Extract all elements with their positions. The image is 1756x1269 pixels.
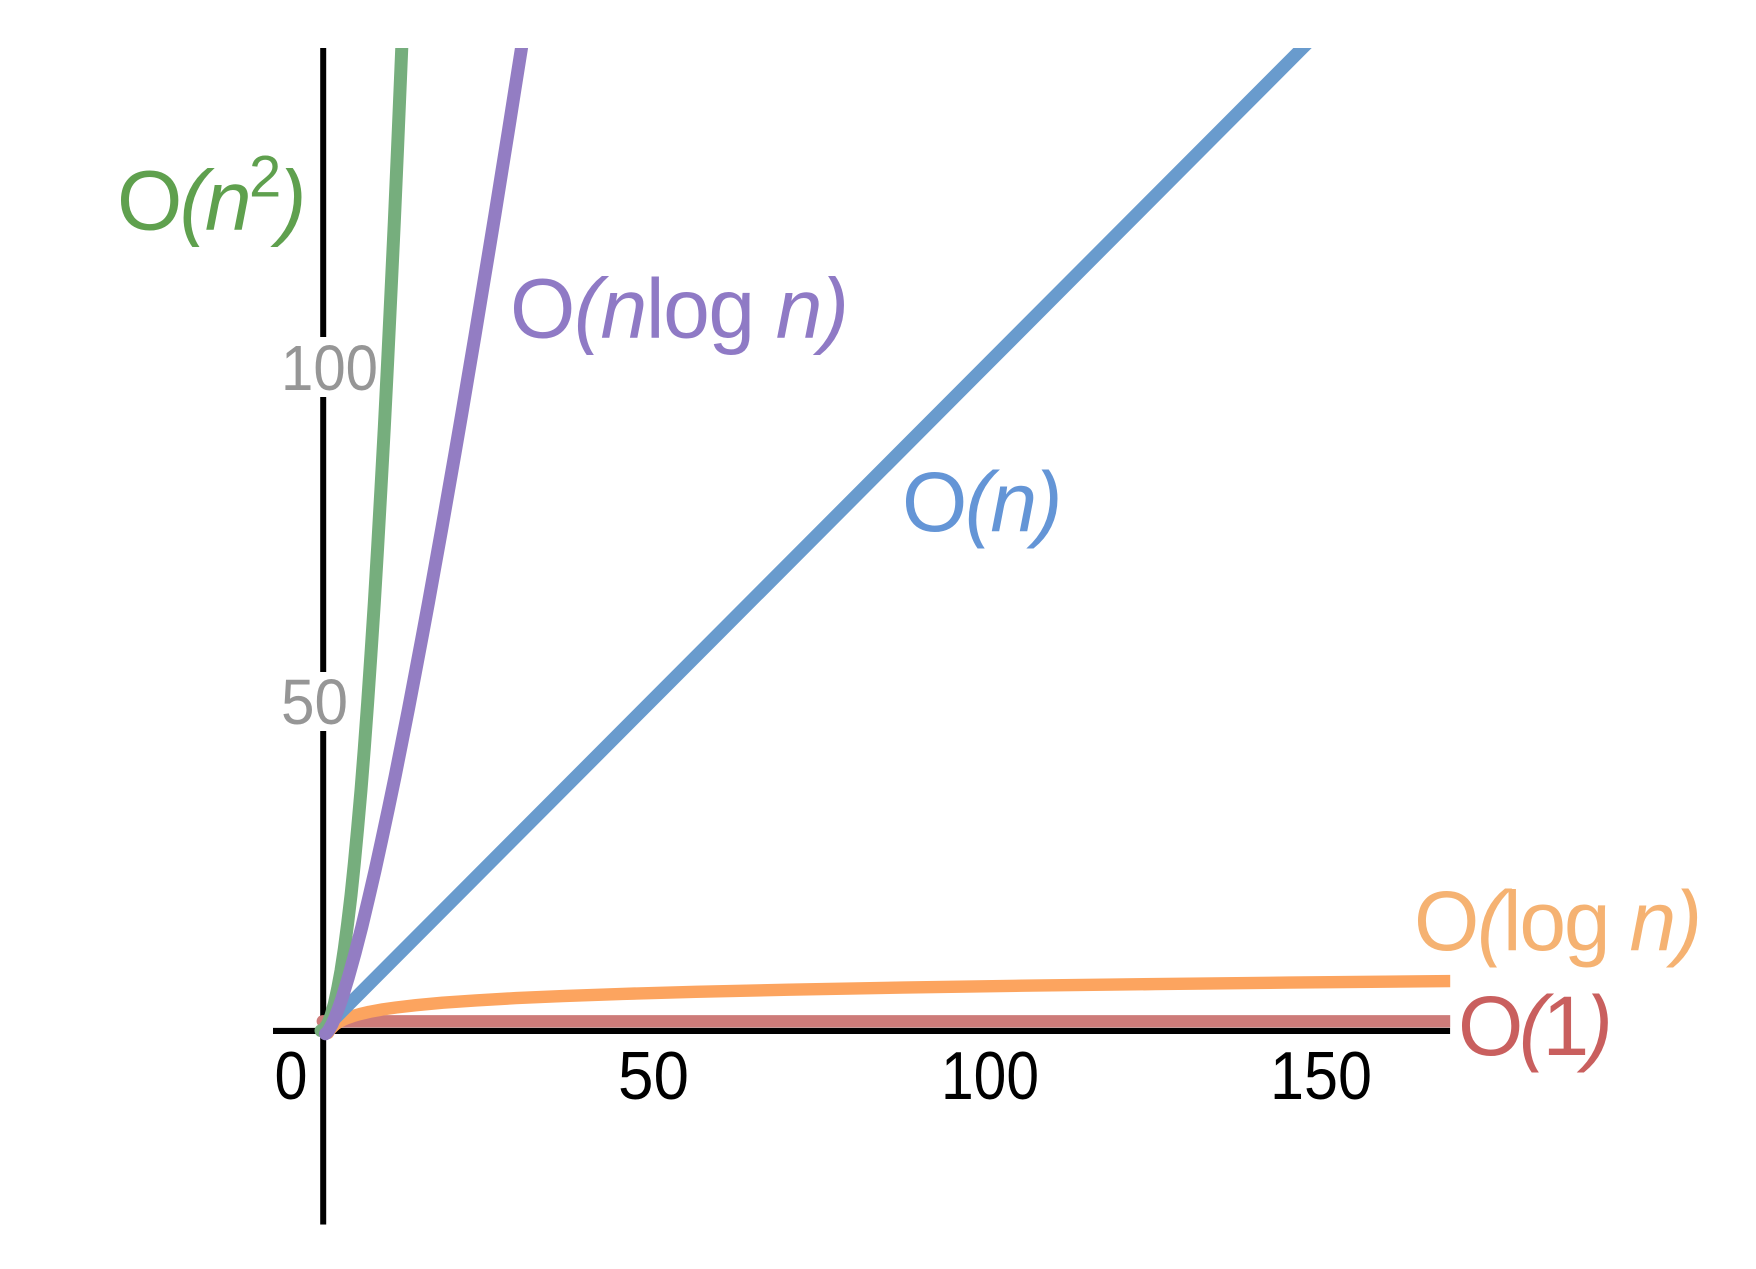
svg-text:O(log n): O(log n) [1414,874,1700,968]
svg-text:50: 50 [281,666,348,738]
svg-text:50: 50 [618,1039,689,1114]
svg-text:150: 150 [1270,1039,1372,1114]
svg-text:O(nlog n): O(nlog n) [510,262,848,356]
svg-text:O(1): O(1) [1458,979,1608,1073]
svg-text:0: 0 [275,1039,308,1114]
svg-text:100: 100 [281,332,378,404]
svg-text:O(n): O(n) [902,455,1060,549]
svg-text:100: 100 [941,1039,1039,1114]
